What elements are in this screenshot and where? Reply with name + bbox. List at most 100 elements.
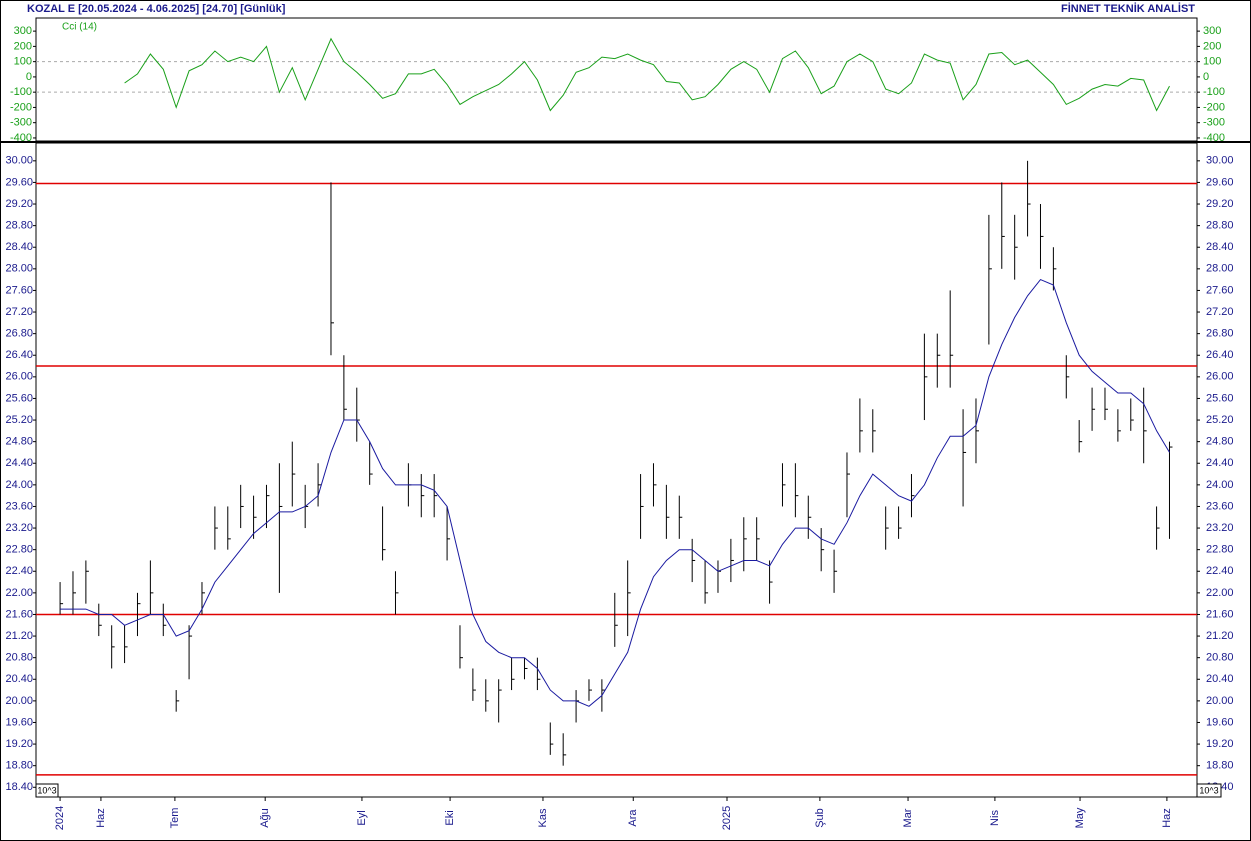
note-box [1196, 783, 1222, 798]
y-tick-label: 26.40 [1206, 349, 1234, 361]
y-tick-label: 26.00 [1206, 371, 1234, 383]
y-tick-label: 24.40 [1206, 457, 1234, 469]
y-tick-label: 20.80 [5, 652, 33, 664]
y-tick-label: 23.60 [5, 500, 33, 512]
y-tick-label: 21.60 [1206, 608, 1234, 620]
y-tick-label: 20.00 [5, 695, 33, 707]
y-tick-label: 20.40 [5, 673, 33, 685]
cci-line [124, 37, 1170, 112]
y-tick-label: 28.00 [5, 263, 33, 275]
y-tick-label: 28.80 [5, 220, 33, 232]
cci-title: Cci (14) [62, 22, 97, 33]
y-tick-label: -300 [1203, 117, 1225, 129]
y-tick-label: 30.00 [1206, 155, 1234, 167]
y-tick-label: 20.40 [1206, 673, 1234, 685]
price-panel [35, 142, 1198, 798]
y-tick-label: -300 [10, 117, 32, 129]
y-tick-label: 200 [14, 40, 32, 52]
y-tick-label: 26.40 [5, 349, 33, 361]
y-tick-label: 19.60 [1206, 716, 1234, 728]
y-tick-label: -400 [10, 132, 32, 144]
brand: FİNNET TEKNİK ANALİST [1061, 2, 1195, 15]
y-tick-label: 19.20 [1206, 738, 1234, 750]
y-tick-label: 100 [1203, 56, 1221, 68]
y-tick-label: 18.80 [1206, 760, 1234, 772]
x-tick-label: Haz [95, 808, 107, 828]
y-tick-label: 0 [26, 71, 32, 83]
y-tick-label: 29.60 [1206, 176, 1234, 188]
y-tick-label: 22.00 [1206, 587, 1234, 599]
y-tick-label: 18.40 [5, 781, 33, 793]
x-tick-label: May [1074, 807, 1086, 828]
y-tick-label: 27.20 [1206, 306, 1234, 318]
y-tick-label: 23.20 [1206, 522, 1234, 534]
y-tick-label: 27.60 [1206, 284, 1234, 296]
x-tick-label: Ara [627, 809, 639, 827]
y-tick-label: -200 [1203, 101, 1225, 113]
x-tick-label: Tem [169, 808, 181, 829]
y-tick-label: 28.80 [1206, 220, 1234, 232]
y-tick-label: 26.80 [1206, 328, 1234, 340]
y-tick-label: 27.20 [5, 306, 33, 318]
x-tick-label: 2025 [721, 806, 733, 830]
y-tick-label: 25.60 [5, 392, 33, 404]
y-tick-label: -100 [1203, 86, 1225, 98]
y-tick-label: 24.80 [1206, 436, 1234, 448]
y-tick-label: 22.80 [1206, 544, 1234, 556]
y-tick-label: 24.00 [5, 479, 33, 491]
y-tick-label: 22.00 [5, 587, 33, 599]
y-tick-label: 29.60 [5, 176, 33, 188]
y-tick-label: 23.20 [5, 522, 33, 534]
x-tick-label: Ağu [259, 808, 271, 828]
y-tick-label: 21.20 [1206, 630, 1234, 642]
x-tick-label: 2024 [54, 806, 66, 830]
x-tick-label: Mar [902, 808, 914, 827]
x-tick-label: Şub [814, 808, 826, 828]
y-tick-label: 26.80 [5, 328, 33, 340]
y-tick-label: 18.80 [5, 760, 33, 772]
y-tick-label: 22.40 [1206, 565, 1234, 577]
y-tick-label: 19.60 [5, 716, 33, 728]
x-tick-label: Eki [444, 810, 456, 825]
y-tick-label: 20.00 [1206, 695, 1234, 707]
y-tick-label: 200 [1203, 40, 1221, 52]
y-tick-label: 29.20 [5, 198, 33, 210]
y-tick-label: 25.60 [1206, 392, 1234, 404]
y-tick-label: 21.60 [5, 608, 33, 620]
y-tick-label: 28.40 [1206, 241, 1234, 253]
y-tick-label: 300 [1203, 25, 1221, 37]
y-tick-label: -200 [10, 101, 32, 113]
y-tick-label: -100 [10, 86, 32, 98]
axis-note: 10^3 [1199, 785, 1218, 795]
y-tick-label: 20.80 [1206, 652, 1234, 664]
y-tick-label: 28.00 [1206, 263, 1234, 275]
axis-note: 10^3 [37, 785, 56, 795]
y-tick-label: 24.40 [5, 457, 33, 469]
y-tick-label: 24.80 [5, 436, 33, 448]
x-tick-label: Haz [1161, 808, 1173, 828]
x-tick-label: Eyl [356, 810, 368, 825]
y-tick-label: 30.00 [5, 155, 33, 167]
y-tick-label: 22.80 [5, 544, 33, 556]
y-tick-label: 25.20 [5, 414, 33, 426]
y-tick-label: 22.40 [5, 565, 33, 577]
note-box [35, 783, 59, 798]
y-tick-label: 100 [14, 56, 32, 68]
x-tick-label: Nis [989, 810, 1001, 826]
y-tick-label: 21.20 [5, 630, 33, 642]
y-tick-label: 27.60 [5, 284, 33, 296]
x-tick-label: Kas [537, 808, 549, 827]
y-tick-label: 0 [1203, 71, 1209, 83]
y-tick-label: 19.20 [5, 738, 33, 750]
y-tick-label: 24.00 [1206, 479, 1234, 491]
y-tick-label: 28.40 [5, 241, 33, 253]
moving-average [60, 278, 1170, 707]
y-tick-label: 25.20 [1206, 414, 1234, 426]
y-tick-label: 300 [14, 25, 32, 37]
y-tick-label: 26.00 [5, 371, 33, 383]
y-tick-label: 29.20 [1206, 198, 1234, 210]
y-tick-label: -400 [1203, 132, 1225, 144]
y-tick-label: 23.60 [1206, 500, 1234, 512]
